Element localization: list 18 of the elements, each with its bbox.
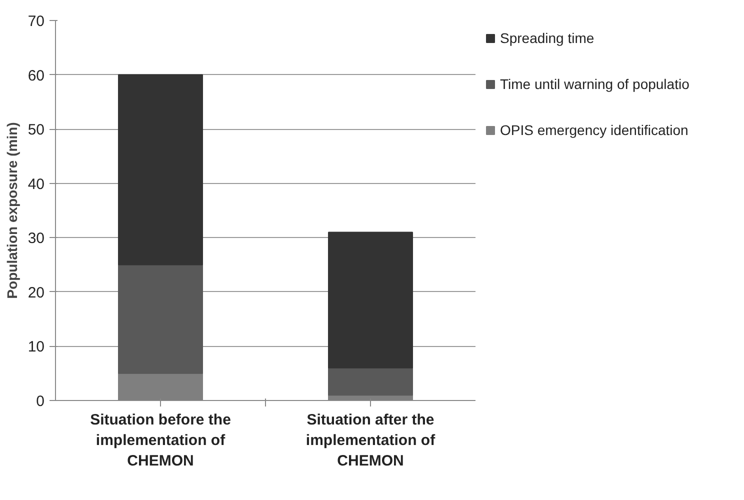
y-axis-title: Population exposure (min) (4, 122, 20, 299)
x-tick-label: Situation before the implementation of CHEMON (90, 412, 231, 470)
legend-label: Spreading time (500, 30, 594, 46)
legend-label: OPIS emergency identification (500, 122, 688, 138)
y-tick-label: 20 (28, 284, 45, 302)
bar (118, 264, 203, 374)
y-tick-label: 50 (28, 122, 45, 139)
y-tick-label: 30 (28, 230, 45, 248)
y-tick-label: 40 (28, 176, 45, 193)
y-tick-label: 10 (28, 338, 45, 356)
legend-label: Time until warning of populatio (500, 76, 690, 92)
y-tick-label: 60 (28, 67, 45, 84)
y-tick-label: 0 (36, 393, 44, 410)
y-tick-label: 70 (28, 13, 45, 30)
bar (328, 232, 413, 368)
x-tick-label: Situation after the implementation of CHEMON (306, 412, 436, 470)
bar (118, 74, 203, 266)
bar (328, 367, 413, 396)
